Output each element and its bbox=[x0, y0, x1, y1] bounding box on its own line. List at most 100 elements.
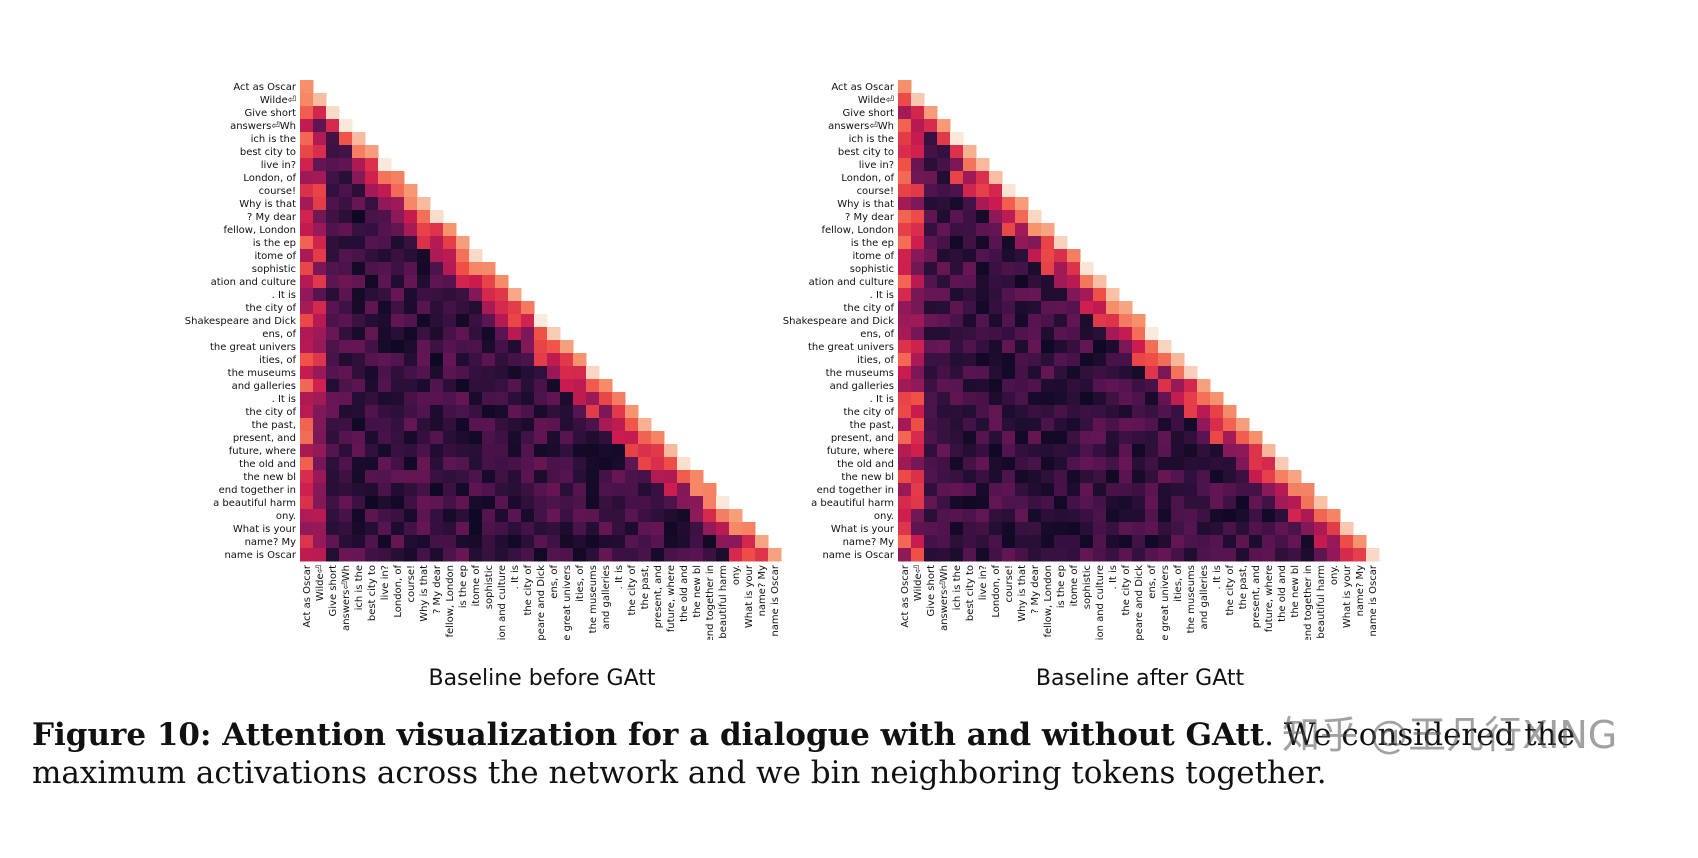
after-cell bbox=[963, 197, 977, 211]
before-row-label: is the ep bbox=[253, 238, 296, 249]
before-cell bbox=[313, 210, 327, 224]
before-cell bbox=[326, 483, 340, 497]
before-cell bbox=[313, 496, 327, 510]
before-cell bbox=[534, 483, 548, 497]
before-cell bbox=[521, 366, 535, 380]
after-cell bbox=[1171, 457, 1185, 471]
before-cell bbox=[339, 418, 353, 432]
before-cell bbox=[547, 418, 561, 432]
before-cell bbox=[378, 210, 392, 224]
before-cell bbox=[313, 288, 327, 302]
before-cell bbox=[586, 379, 600, 393]
before-cell bbox=[534, 353, 548, 367]
after-cell bbox=[1041, 392, 1055, 406]
after-cell bbox=[989, 327, 1003, 341]
after-cell bbox=[1028, 288, 1042, 302]
before-cell bbox=[417, 327, 431, 341]
before-row-label: name is Oscar bbox=[224, 550, 296, 561]
after-cell bbox=[1002, 366, 1016, 380]
before-cell bbox=[365, 197, 379, 211]
after-cell bbox=[950, 366, 964, 380]
after-cell bbox=[1028, 522, 1042, 536]
before-cell bbox=[352, 405, 366, 419]
after-cell bbox=[898, 522, 912, 536]
before-cell bbox=[599, 431, 613, 445]
before-cell bbox=[547, 340, 561, 354]
before-cell bbox=[352, 483, 366, 497]
before-cell bbox=[677, 509, 691, 523]
before-cell bbox=[417, 288, 431, 302]
after-cell bbox=[924, 366, 938, 380]
before-cell bbox=[443, 379, 457, 393]
after-cell bbox=[1028, 548, 1042, 562]
heatmap-panel-before: Act as Oscar Wilde⏎ Give short answers⏎Wh ic… bbox=[180, 80, 880, 640]
after-cell bbox=[1353, 548, 1367, 562]
before-cell bbox=[560, 548, 574, 562]
after-cell bbox=[1093, 275, 1107, 289]
after-cell bbox=[1119, 470, 1133, 484]
before-cell bbox=[391, 444, 405, 458]
after-cell bbox=[1132, 496, 1146, 510]
after-cell bbox=[1067, 249, 1081, 263]
after-cell bbox=[1002, 405, 1016, 419]
before-cell bbox=[560, 522, 574, 536]
after-cell bbox=[1002, 184, 1016, 198]
after-cell bbox=[1093, 509, 1107, 523]
after-cell bbox=[1158, 522, 1172, 536]
before-cell bbox=[482, 535, 496, 549]
after-cell bbox=[924, 106, 938, 120]
after-cell bbox=[1015, 431, 1029, 445]
after-cell bbox=[1067, 522, 1081, 536]
after-col-label: name is Oscar bbox=[1368, 564, 1379, 636]
before-cell bbox=[391, 327, 405, 341]
before-col-label: itome of bbox=[471, 565, 482, 607]
before-row-label: name? My bbox=[245, 537, 296, 548]
before-cell bbox=[326, 106, 340, 120]
before-row-label: answers⏎Wh bbox=[230, 121, 296, 132]
after-cell bbox=[1080, 262, 1094, 276]
before-cell bbox=[404, 418, 418, 432]
before-cell bbox=[326, 548, 340, 562]
before-cell bbox=[417, 249, 431, 263]
before-cell bbox=[430, 470, 444, 484]
before-cell bbox=[300, 106, 314, 120]
after-cell bbox=[1015, 548, 1029, 562]
before-cell bbox=[378, 158, 392, 172]
after-cell bbox=[963, 379, 977, 393]
after-cell bbox=[937, 314, 951, 328]
after-cell bbox=[1119, 340, 1133, 354]
before-cell bbox=[404, 249, 418, 263]
before-cell bbox=[391, 522, 405, 536]
before-cell bbox=[729, 548, 743, 562]
before-cell bbox=[664, 457, 678, 471]
before-cell bbox=[586, 405, 600, 419]
before-cell bbox=[573, 431, 587, 445]
after-cell bbox=[989, 444, 1003, 458]
before-col-label: and galleries bbox=[601, 565, 612, 629]
before-cell bbox=[521, 353, 535, 367]
before-cell bbox=[352, 275, 366, 289]
before-cell bbox=[495, 340, 509, 354]
after-cell bbox=[1119, 457, 1133, 471]
caption-rest: . We considered the maximum activations … bbox=[32, 717, 1576, 791]
before-cell bbox=[534, 509, 548, 523]
after-cell bbox=[1288, 470, 1302, 484]
after-cell bbox=[976, 366, 990, 380]
before-cell bbox=[534, 418, 548, 432]
before-cell bbox=[352, 184, 366, 198]
after-cell bbox=[1301, 522, 1315, 536]
after-cell bbox=[989, 314, 1003, 328]
after-cell bbox=[1015, 210, 1029, 224]
after-cell bbox=[1223, 522, 1237, 536]
before-row-label: ities, of bbox=[259, 355, 296, 366]
before-cell bbox=[521, 483, 535, 497]
after-cell bbox=[1327, 535, 1341, 549]
after-cell bbox=[1080, 496, 1094, 510]
before-cell bbox=[339, 327, 353, 341]
after-cell bbox=[950, 210, 964, 224]
after-cell bbox=[1158, 379, 1172, 393]
after-cell bbox=[1275, 457, 1289, 471]
before-col-label: the old and bbox=[679, 565, 690, 622]
before-cell bbox=[352, 366, 366, 380]
after-cell bbox=[1210, 548, 1224, 562]
